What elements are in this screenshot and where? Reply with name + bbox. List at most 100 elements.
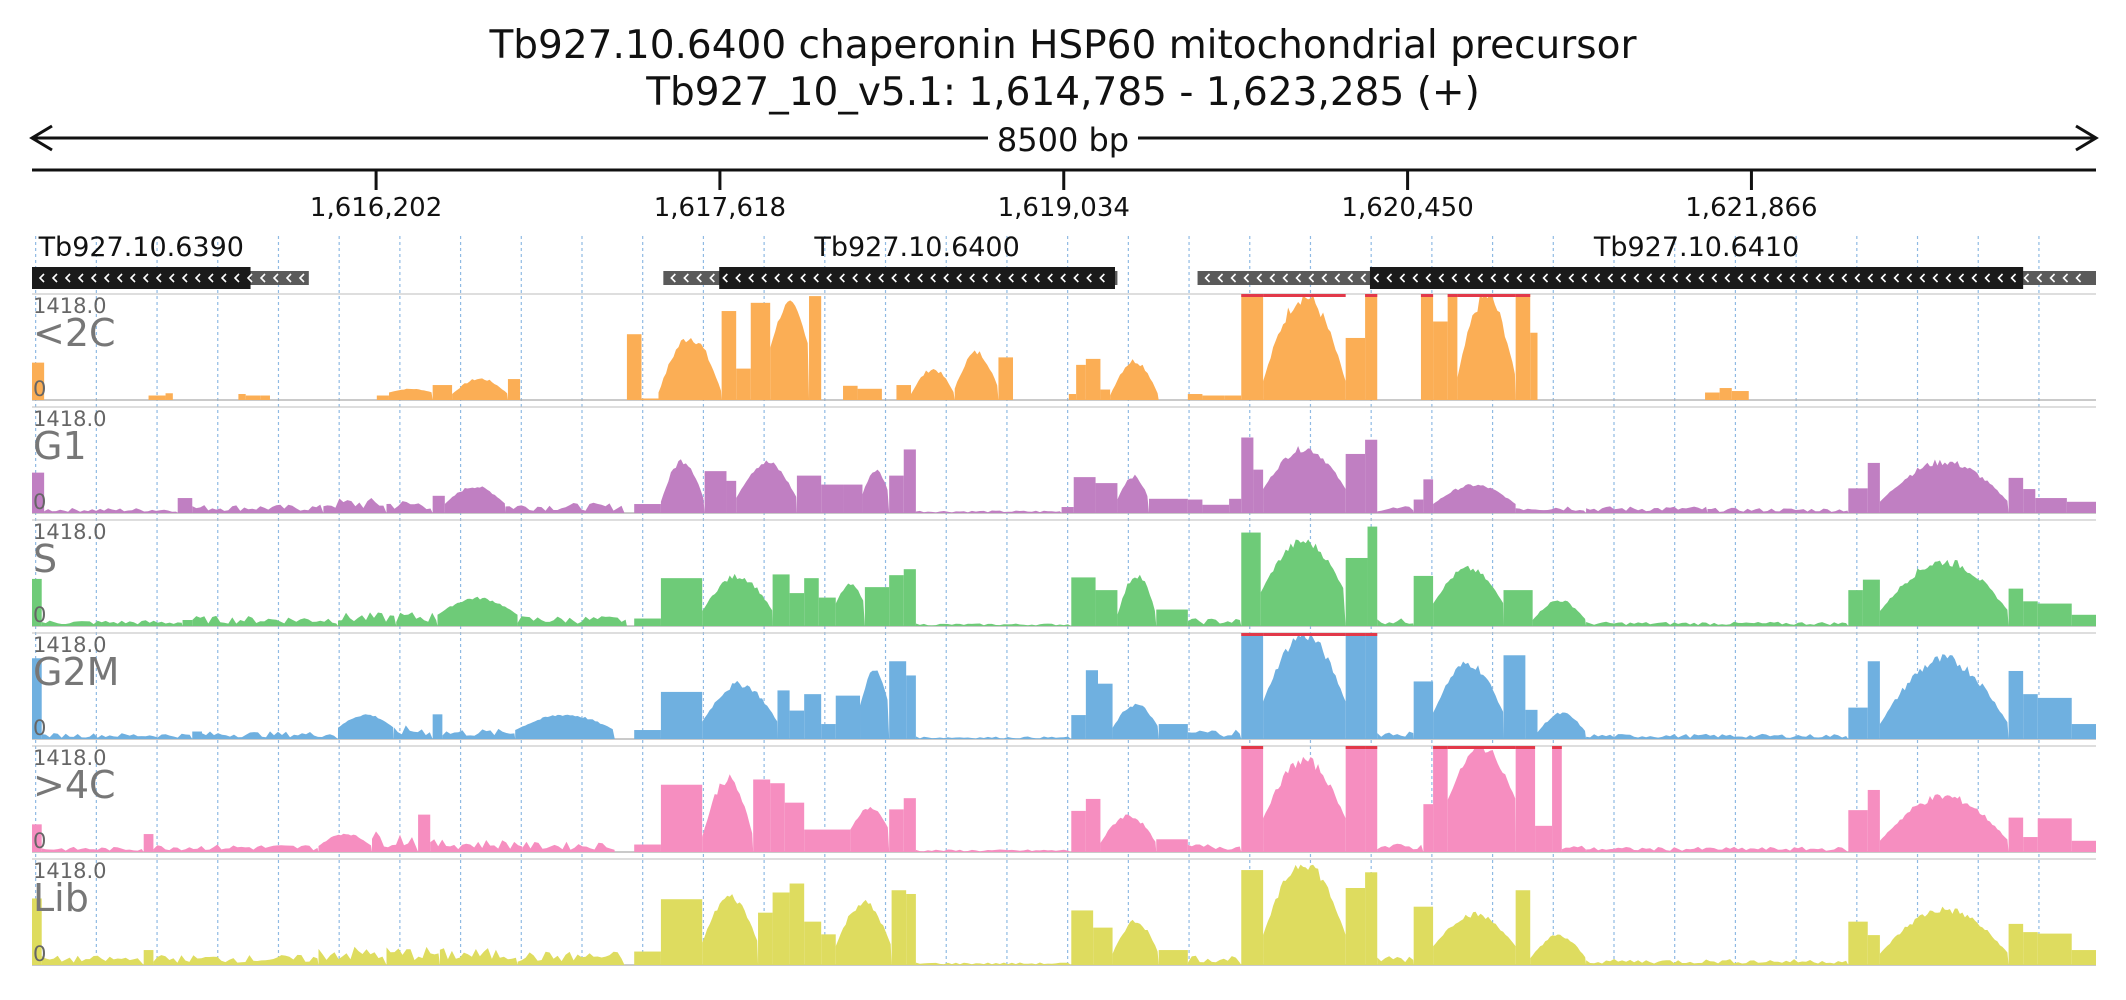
coverage-bar [1515, 746, 1536, 852]
coverage-noise [153, 954, 319, 965]
coverage-bar [2008, 670, 2024, 739]
coverage-bar [1503, 590, 1533, 626]
coverage-noise [1377, 956, 1414, 965]
strand-chevron [748, 273, 754, 283]
coverage-bar [1253, 469, 1264, 513]
strand-chevron [77, 273, 84, 283]
coverage-mound [1457, 294, 1516, 400]
coverage-bar [2037, 933, 2072, 965]
coverage-bar [804, 694, 822, 739]
coverage-noise [915, 510, 1062, 513]
coverage-mound [1433, 911, 1516, 965]
scale-bar-label-bg [988, 118, 1138, 158]
clip-marker [1263, 294, 1346, 297]
coverage-bar [906, 675, 916, 739]
coverage-noise [517, 616, 627, 626]
strand-chevron [670, 273, 676, 283]
strand-chevron [1958, 273, 1965, 283]
coverage-bar [1202, 395, 1225, 400]
strand-chevron [1243, 273, 1250, 283]
coverage-bar [903, 798, 916, 852]
coverage-bar [192, 731, 202, 739]
coverage-bar [1071, 577, 1096, 626]
clip-marker [1433, 746, 1448, 749]
coverage-mound [835, 583, 865, 626]
gene-model[interactable]: Tb927.10.6400 [663, 232, 1118, 289]
coverage-mound [1433, 484, 1516, 513]
coverage-noise [371, 831, 419, 852]
coverage-mound [911, 369, 955, 400]
gene-model[interactable]: Tb927.10.6410 [1197, 232, 2096, 289]
strand-chevron [1633, 273, 1640, 283]
coverage-noise [505, 502, 625, 513]
strand-chevron [220, 273, 227, 283]
coverage-mound [1532, 600, 1587, 626]
coverage-mound [702, 573, 773, 626]
gene-model[interactable]: Tb927.10.6390 [32, 232, 309, 289]
strand-chevron [1932, 273, 1939, 283]
strand-chevron [1984, 273, 1991, 283]
coverage-noise [386, 501, 433, 513]
strand-chevron [1464, 273, 1471, 283]
coverage-bar [1345, 337, 1366, 400]
strand-chevron [1477, 273, 1484, 283]
track-ymin-label: 0 [33, 716, 46, 740]
coverage-noise [915, 962, 1072, 965]
coverage-bar [1085, 798, 1101, 852]
coverage-bar [1535, 825, 1553, 852]
gene-label: Tb927.10.6400 [813, 232, 1019, 263]
scale-bar-left-arrow [29, 124, 53, 152]
track-ymin-label: 0 [33, 377, 46, 401]
track-0: 1418.0<2C 0 [32, 293, 2096, 401]
strand-chevron [709, 273, 715, 283]
coverage-bar [1413, 575, 1434, 626]
coverage-bar [260, 395, 270, 400]
strand-chevron [1347, 273, 1354, 283]
coverage-bar [1867, 789, 1880, 852]
coverage-bar [750, 302, 771, 400]
strand-chevron [1659, 273, 1666, 283]
coverage-mound [702, 774, 754, 852]
coverage-bar [1447, 294, 1458, 400]
coverage-noise [396, 612, 438, 626]
strand-chevron [1334, 273, 1341, 283]
coverage-bar [2071, 840, 2096, 852]
coverage-mound [1263, 756, 1346, 852]
coverage-bar [1345, 746, 1366, 852]
coverage-bar [1365, 633, 1378, 739]
clip-marker [1515, 746, 1536, 749]
coverage-noise [1707, 507, 1849, 513]
strand-chevron [1620, 273, 1627, 283]
coverage-bar [1158, 724, 1188, 739]
coverage-bar [864, 587, 890, 626]
strand-chevron [1672, 273, 1679, 283]
strand-chevron [1360, 273, 1367, 283]
coverage-noise [386, 946, 440, 965]
coverage-mound [1537, 712, 1587, 739]
strand-chevron [168, 273, 175, 283]
track-name: G1 [33, 424, 87, 468]
coverage-bar [758, 912, 773, 965]
strand-chevron [787, 273, 793, 283]
strand-chevron [839, 273, 845, 283]
strand-chevron [1399, 273, 1406, 283]
coverage-bar [2066, 501, 2096, 513]
coverage-mound [1263, 446, 1346, 513]
axis-tick-label: 1,616,202 [310, 193, 442, 223]
coverage-mound [1110, 359, 1159, 400]
coverage-mound [702, 894, 759, 965]
coverage-bar [804, 921, 822, 965]
coverage-bar [238, 394, 246, 400]
strand-chevron [1230, 273, 1237, 283]
coverage-bar [753, 779, 771, 852]
strand-chevron [1503, 273, 1510, 283]
scale-bar-right-arrow [2075, 124, 2099, 152]
strand-chevron [1412, 273, 1419, 283]
coverage-bar [1413, 681, 1434, 739]
coverage-bar [821, 484, 844, 513]
strand-chevron [1034, 273, 1040, 283]
coverage-bar [2037, 697, 2072, 739]
coverage-bar [2035, 498, 2067, 513]
coverage-mound [702, 680, 778, 739]
coverage-bar [784, 802, 805, 852]
